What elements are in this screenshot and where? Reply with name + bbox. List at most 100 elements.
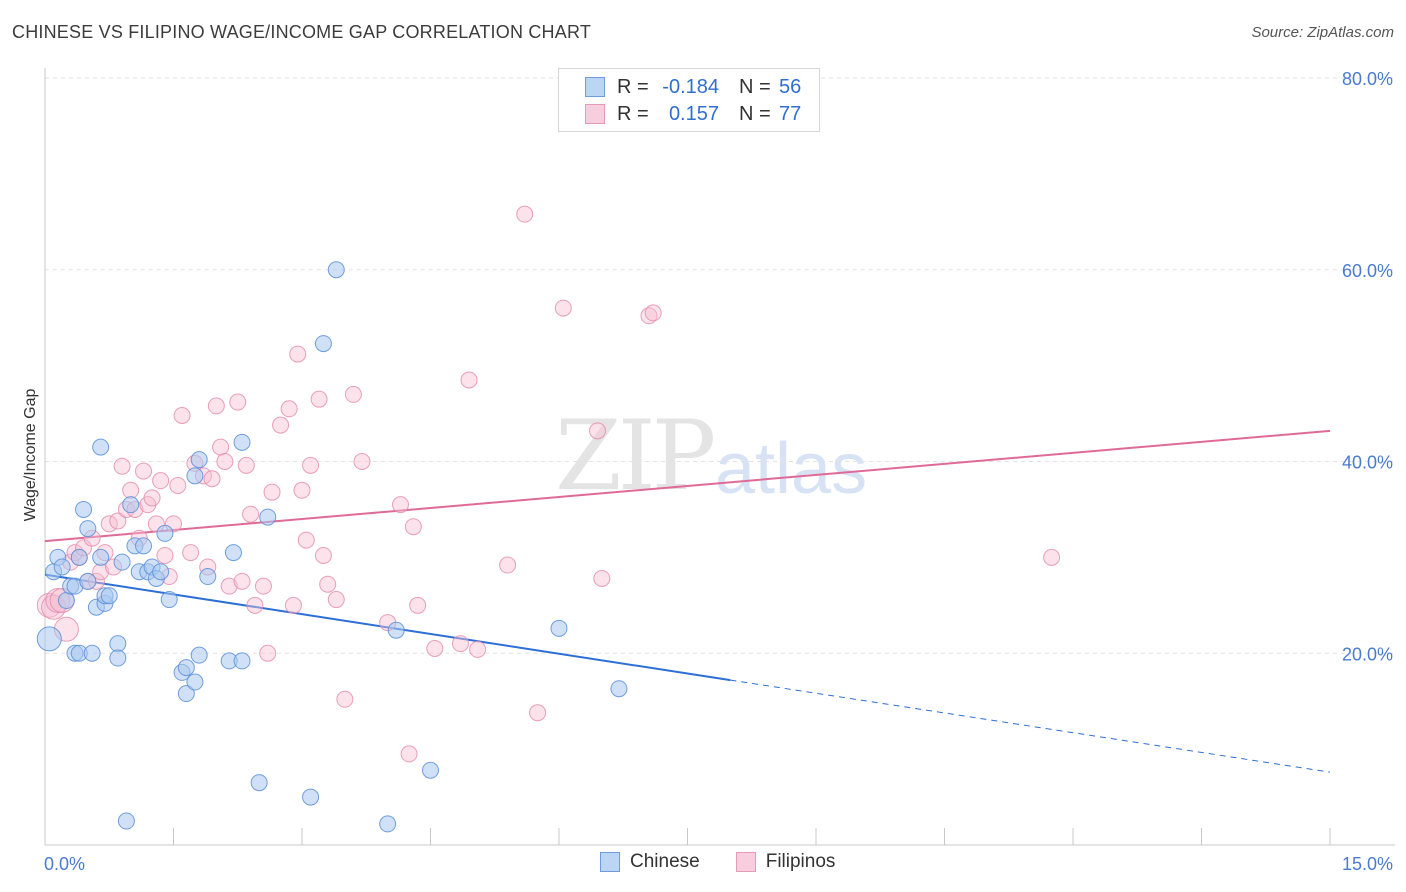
chinese-n-value: 56	[779, 75, 802, 98]
chinese-point	[156, 524, 174, 542]
filipino-point	[156, 546, 174, 564]
filipino-point	[644, 304, 662, 322]
chinese-point	[70, 548, 88, 566]
filipino-point	[212, 438, 230, 456]
filipino-point	[169, 476, 187, 494]
filipino-legend-label: Filipinos	[765, 851, 836, 872]
chinese-point	[36, 626, 62, 652]
chinese-point	[610, 680, 628, 698]
chinese-point	[250, 774, 268, 792]
axes	[44, 68, 1395, 846]
filipino-point	[122, 481, 140, 499]
filipino-point	[593, 569, 611, 587]
filipino-point	[207, 397, 225, 415]
chinese-point	[314, 335, 332, 353]
filipino-point	[589, 422, 607, 440]
chinese-point	[186, 673, 204, 691]
filipino-point	[392, 496, 410, 514]
filipino-point	[336, 690, 354, 708]
filipino-point	[451, 635, 469, 653]
chinese-point	[57, 592, 75, 610]
filipino-point	[220, 577, 238, 595]
chinese-r-value: -0.184	[662, 75, 719, 98]
filipino-point	[259, 644, 277, 662]
filipino-point	[203, 470, 221, 488]
chinese-swatch	[585, 77, 605, 97]
filipino-point	[113, 457, 131, 475]
y-tick-label: 80.0%	[1342, 69, 1393, 89]
y-tick-label: 20.0%	[1342, 644, 1393, 664]
filipino-point	[400, 745, 418, 763]
chinese-point	[160, 591, 178, 609]
chinese-point	[152, 563, 170, 581]
filipino-point	[310, 390, 328, 408]
bottom-legend-chinese[interactable]: Chinese	[600, 851, 700, 873]
chinese-legend-swatch	[600, 852, 620, 872]
filipino-point	[216, 453, 234, 470]
filipino-point	[529, 704, 547, 722]
y-tick-label: 60.0%	[1342, 261, 1393, 281]
chinese-legend-label: Chinese	[630, 851, 700, 872]
x-tick-label-min: 0.0%	[44, 854, 85, 874]
chart-title: CHINESE VS FILIPINO WAGE/INCOME GAP CORR…	[12, 22, 592, 42]
filipino-n-value: 77	[779, 102, 802, 125]
chinese-point	[224, 544, 242, 562]
chinese-point	[190, 646, 208, 664]
chinese-point	[117, 812, 135, 830]
chinese-point	[135, 537, 153, 555]
chinese-point	[92, 438, 110, 456]
filipino-point	[152, 472, 170, 490]
trend-lines	[44, 429, 1331, 773]
chinese-point	[109, 635, 127, 653]
chinese-point	[550, 619, 568, 637]
chinese-point	[177, 685, 195, 703]
bottom-legend-filipinos[interactable]: Filipinos	[735, 851, 836, 873]
filipino-n-label: N =	[739, 102, 771, 125]
filipino-r-label: R =	[617, 102, 649, 125]
filipino-point	[143, 489, 161, 507]
filipino-point	[426, 639, 444, 657]
chinese-point	[92, 548, 110, 566]
bottom-legend: Chinese Filipinos	[600, 851, 871, 873]
legend-row-chinese: R = -0.184 N = 56	[585, 74, 801, 100]
filipino-points	[36, 205, 1061, 763]
watermark-atlas: atlas	[715, 429, 868, 509]
filipino-point	[319, 575, 337, 593]
chinese-point	[79, 572, 97, 590]
chinese-point	[186, 467, 204, 485]
filipino-point	[554, 299, 572, 317]
chinese-point	[199, 568, 217, 586]
source-label: Source: ZipAtlas.com	[1251, 24, 1394, 41]
filipino-point	[263, 483, 281, 501]
filipino-point	[302, 456, 320, 474]
y-tick-label: 40.0%	[1342, 453, 1393, 473]
filipino-r-value: 0.157	[668, 102, 719, 125]
filipino-point	[272, 416, 290, 434]
chinese-point	[327, 261, 345, 279]
filipino-legend-swatch	[735, 852, 756, 872]
filipino-trend-line	[44, 429, 1331, 543]
chinese-point	[422, 761, 439, 779]
filipino-point	[469, 640, 487, 658]
y-axis-label: Wage/Income Gap	[22, 389, 39, 522]
filipino-point	[499, 556, 517, 574]
tick-labels: 20.0% 40.0% 60.0% 80.0% 0.0% 15.0%	[44, 69, 1393, 874]
chinese-point	[122, 496, 140, 514]
filipino-point	[109, 512, 127, 530]
legend-row-filipinos: R = 0.157 N = 77	[585, 101, 801, 127]
filipino-point	[246, 596, 264, 614]
chinese-point	[259, 508, 277, 526]
filipino-point	[409, 596, 427, 614]
filipino-point	[344, 385, 362, 403]
filipino-point	[233, 572, 251, 590]
filipino-point	[284, 596, 302, 614]
filipino-point	[254, 577, 272, 595]
chinese-point	[75, 500, 93, 518]
filipino-point	[242, 505, 260, 523]
chinese-points	[36, 261, 628, 833]
x-tick-label-max: 15.0%	[1342, 854, 1393, 874]
chinese-point	[113, 553, 131, 571]
chinese-trend-line	[44, 573, 731, 682]
filipino-point	[327, 591, 345, 609]
